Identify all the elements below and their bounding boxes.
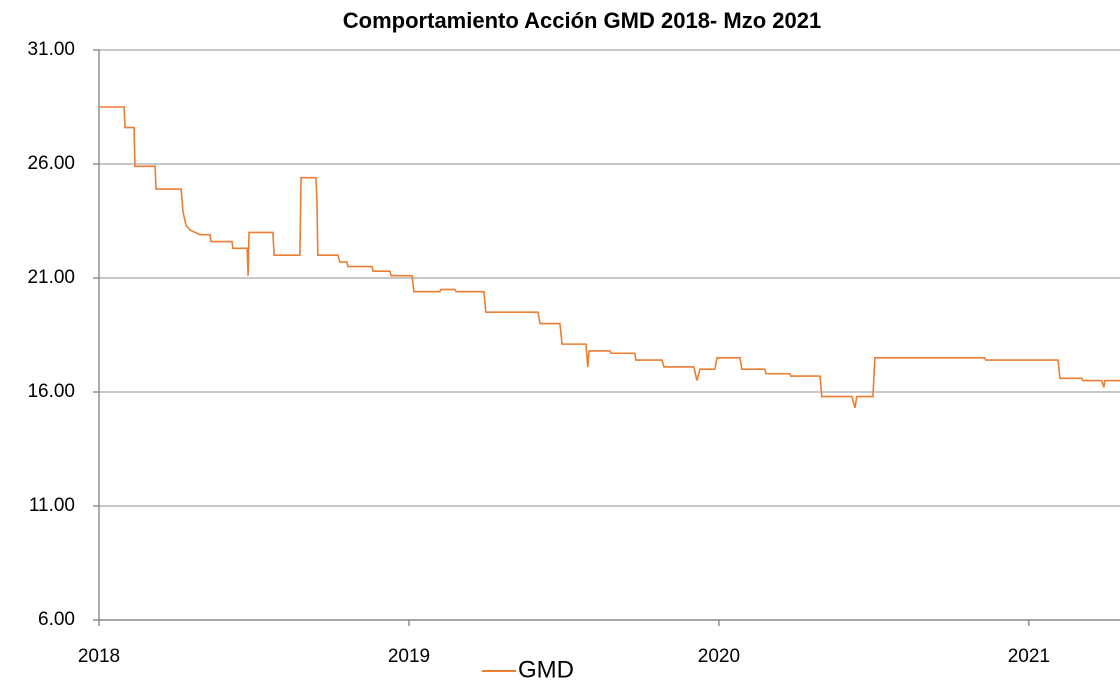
x-tick-label: 2021 [1008,646,1050,667]
x-tick-label: 2018 [78,646,120,667]
y-tick-label: 26.00 [27,153,75,174]
chart-title: Comportamiento Acción GMD 2018- Mzo 2021 [343,8,821,33]
x-tick-label: 2019 [388,646,430,667]
y-tick-label: 16.00 [27,381,75,402]
series-line [99,106,1120,409]
y-tick-label: 31.00 [27,39,75,60]
y-tick-label: 21.00 [27,267,75,288]
x-tick-label: 2020 [698,646,740,667]
legend-label: GMD [518,656,574,683]
y-tick-label: 11.00 [29,495,75,516]
y-tick-label: 6.00 [38,609,75,630]
